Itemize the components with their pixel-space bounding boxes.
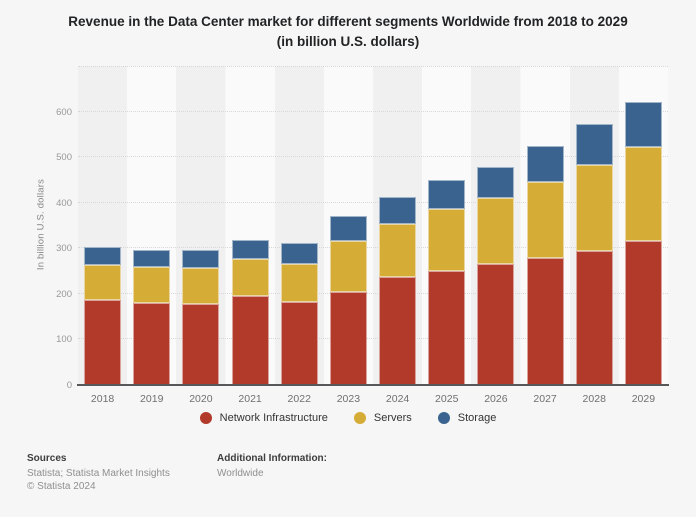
plot-area [78,66,668,385]
chart-title: Revenue in the Data Center market for di… [68,14,628,49]
legend-item-servers[interactable]: Servers [353,412,412,424]
bar-2022 [280,243,318,385]
x-tick-label-2027: 2027 [533,393,557,405]
sources-text: Statista; Statista Market Insights [27,468,170,479]
legend-dot-servers-icon [353,412,366,424]
bar-segment-2018-storage[interactable] [84,247,122,265]
bar-segment-2021-servers[interactable] [231,258,269,296]
legend-item-storage[interactable]: Storage [437,412,497,424]
bar-segment-2024-servers[interactable] [379,224,417,277]
bar-segment-2023-servers[interactable] [329,241,367,292]
y-tick-label-300: 300 [56,243,72,255]
gridline-100 [78,338,668,340]
y-tick-label-100: 100 [56,334,72,346]
gridline-600 [78,110,668,112]
bar-segment-2019-storage[interactable] [133,249,171,268]
bar-segment-2018-network-infrastructure[interactable] [84,300,122,385]
bar-segment-2021-network-infrastructure[interactable] [231,295,269,385]
bar-segment-2019-network-infrastructure[interactable] [133,302,171,385]
additional-info-text: Worldwide [217,468,264,479]
y-tick-label-400: 400 [56,197,72,209]
bar-segment-2028-network-infrastructure[interactable] [575,250,613,385]
bar-segment-2027-storage[interactable] [526,145,564,183]
bar-segment-2026-servers[interactable] [477,198,515,264]
bar-segment-2020-storage[interactable] [182,250,220,269]
bar-segment-2027-servers[interactable] [526,182,564,259]
bar-segment-2021-storage[interactable] [231,240,269,259]
y-tick-label-500: 500 [56,152,72,164]
bar-2024 [379,196,417,385]
legend-label-servers: Servers [373,412,412,424]
plot-top-border [78,66,668,67]
x-tick-label-2023: 2023 [336,393,361,405]
x-tick-label-2028: 2028 [582,393,606,405]
bar-segment-2027-network-infrastructure[interactable] [526,258,564,385]
footer-sources: Sources Statista; Statista Market Insigh… [27,453,170,493]
bar-2027 [526,145,564,385]
bar-segment-2028-storage[interactable] [575,123,613,166]
x-tick-label-2022: 2022 [287,393,311,405]
bar-2029 [624,101,662,385]
x-tick-label-2026: 2026 [484,393,508,405]
y-axis-title: In billion U.S. dollars [35,178,47,271]
copyright-text: © Statista 2024 [27,481,96,492]
bar-segment-2029-storage[interactable] [624,101,662,148]
x-tick-label-2019: 2019 [140,393,164,405]
bar-2020 [182,250,220,385]
y-tick-label-200: 200 [56,288,72,300]
sources-heading: Sources [27,453,67,464]
gridline-200 [78,292,668,294]
bar-2023 [329,216,367,385]
bar-segment-2025-network-infrastructure[interactable] [428,270,466,385]
y-tick-label-0: 0 [66,380,72,391]
legend-label-storage: Storage [457,412,497,424]
bar-segment-2022-network-infrastructure[interactable] [280,302,318,385]
x-tick-label-2025: 2025 [435,393,459,405]
bar-segment-2022-storage[interactable] [280,243,318,265]
gridline-300 [78,247,668,249]
y-tick-label-600: 600 [56,106,72,118]
x-axis-line [77,384,669,386]
bar-segment-2024-network-infrastructure[interactable] [379,276,417,385]
additional-info-heading: Additional Information: [217,453,327,464]
x-tick-label-2029: 2029 [631,393,656,405]
bar-segment-2020-network-infrastructure[interactable] [182,304,220,385]
bar-segment-2018-servers[interactable] [84,264,122,301]
bar-segment-2028-servers[interactable] [575,165,613,251]
legend-item-network-infrastructure[interactable]: Network Infrastructure [199,412,328,424]
x-tick-label-2021: 2021 [238,393,262,405]
bar-segment-2019-servers[interactable] [133,267,171,303]
bar-2021 [231,240,269,385]
bar-segment-2024-storage[interactable] [379,196,417,225]
legend-label-network-infrastructure: Network Infrastructure [219,412,328,424]
bar-segment-2029-network-infrastructure[interactable] [624,241,662,385]
footer-additional-info: Additional Information: Worldwide [217,453,327,480]
bar-2028 [575,123,613,385]
legend: Network Infrastructure Servers Storage [0,412,696,424]
bar-2018 [84,247,122,385]
bar-2026 [477,167,515,385]
bar-segment-2022-servers[interactable] [280,264,318,303]
legend-dot-storage-icon [437,412,450,424]
bar-segment-2023-network-infrastructure[interactable] [329,291,367,385]
bar-segment-2025-servers[interactable] [428,209,466,271]
bar-segment-2020-servers[interactable] [182,268,220,305]
x-tick-label-2020: 2020 [189,393,213,405]
bar-segment-2025-storage[interactable] [428,180,466,210]
bar-segment-2026-network-infrastructure[interactable] [477,263,515,385]
bar-segment-2029-servers[interactable] [624,147,662,242]
x-tick-label-2018: 2018 [90,393,115,405]
bar-segment-2026-storage[interactable] [477,167,515,199]
gridline-400 [78,201,668,203]
x-tick-label-2024: 2024 [385,393,410,405]
bar-2019 [133,249,171,385]
bar-2025 [428,180,466,385]
gridline-500 [78,156,668,158]
bar-segment-2023-storage[interactable] [329,216,367,242]
legend-dot-network-infrastructure-icon [199,412,212,424]
